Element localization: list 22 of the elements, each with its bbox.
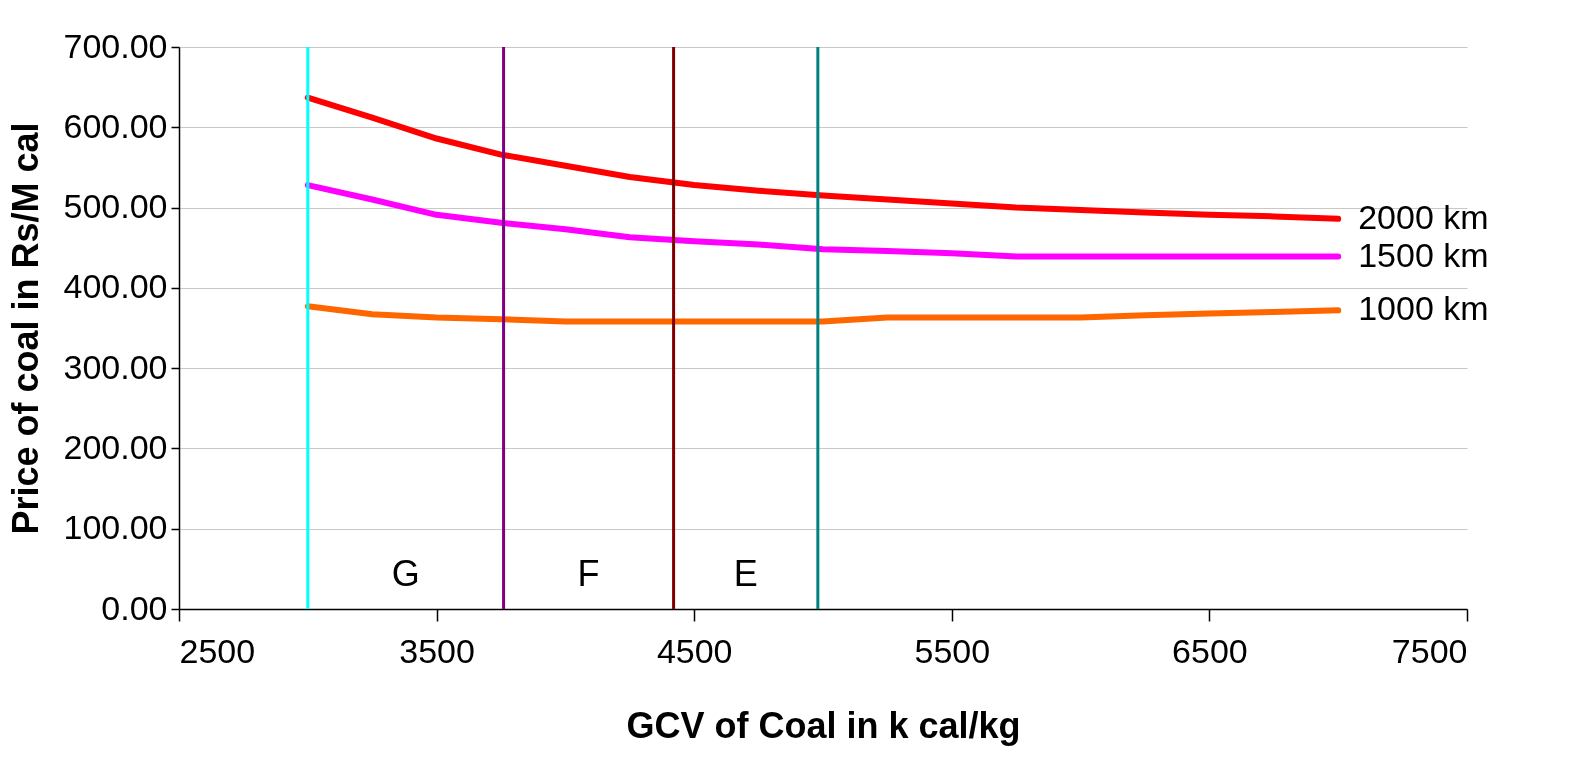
series-label: 1500 km (1358, 235, 1489, 274)
x-axis-title: GCV of Coal in k cal/kg (626, 704, 1021, 746)
annotation: F (577, 553, 600, 594)
y-tick-label: 300.00 (63, 347, 168, 386)
x-tick-label: 3500 (399, 631, 475, 670)
annotation: E (733, 553, 758, 594)
x-tick-label: 7500 (1391, 631, 1468, 670)
annotation: G (391, 553, 420, 594)
y-tick-label: 600.00 (63, 106, 168, 145)
x-tick-label: 6500 (1172, 631, 1248, 670)
x-tick-label: 5500 (914, 631, 991, 670)
x-tick-label: 4500 (656, 631, 733, 670)
y-tick-label: 500.00 (63, 187, 168, 226)
y-axis-title: Price of coal in Rs/M cal (4, 122, 46, 535)
y-tick-label: 700.00 (63, 26, 168, 65)
series-label: 2000 km (1358, 197, 1489, 236)
y-tick-label: 400.00 (63, 267, 168, 306)
y-tick-label: 0.00 (101, 588, 168, 627)
x-tick-label: 2500 (179, 631, 256, 670)
y-tick-label: 100.00 (63, 508, 168, 547)
y-tick-label: 200.00 (63, 427, 168, 466)
series-label: 1000 km (1358, 289, 1489, 328)
